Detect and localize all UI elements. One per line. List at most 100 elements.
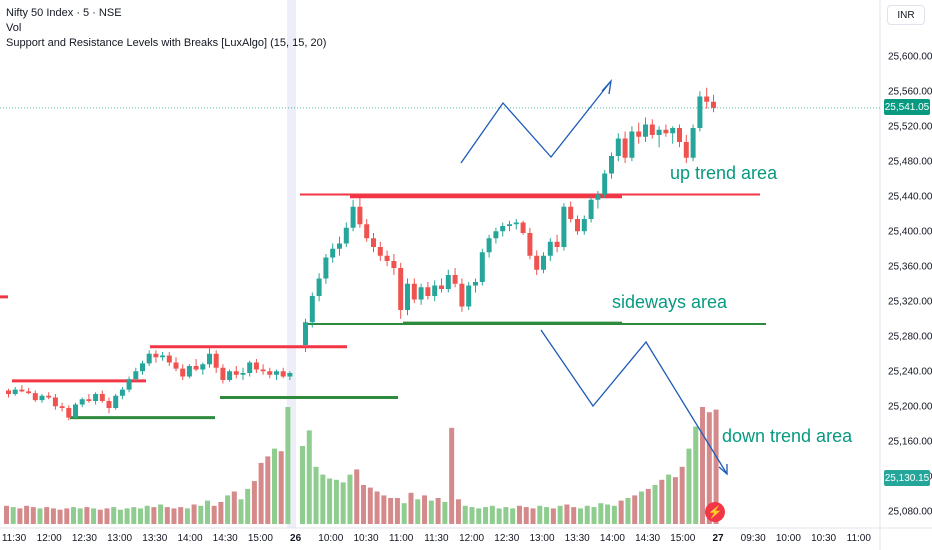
candle-body — [213, 353, 219, 368]
volume-bar — [354, 469, 360, 524]
volume-bar — [44, 507, 50, 524]
volume-bar — [327, 478, 333, 524]
candle-body — [513, 222, 519, 225]
candle-body — [371, 238, 376, 247]
volume-bar — [435, 498, 441, 524]
candle-body — [704, 96, 710, 102]
candle-body — [32, 393, 38, 401]
volume-bar — [591, 507, 597, 524]
x-tick-label: 14:00 — [600, 533, 625, 544]
volume-bar — [598, 503, 604, 524]
volume-bar — [361, 485, 367, 524]
volume-bar — [666, 474, 672, 524]
volume-bar — [611, 505, 617, 524]
volume-bar — [306, 430, 312, 524]
candle-body — [473, 282, 478, 286]
volume-bar — [408, 492, 414, 524]
candle-body — [39, 395, 45, 401]
candle-body — [507, 224, 512, 226]
volume-bar — [17, 508, 23, 524]
candle-body — [330, 248, 336, 258]
candle-body — [12, 389, 18, 394]
volume-bar — [131, 507, 137, 524]
candle-body — [534, 255, 540, 270]
candle-body — [398, 268, 404, 310]
currency-button[interactable]: INR — [887, 5, 925, 25]
candle-body — [260, 369, 266, 372]
last-price-tag: 25,541.05 — [884, 99, 930, 115]
candle-body — [66, 408, 72, 418]
candle-body — [561, 206, 567, 247]
volume-bar — [449, 427, 455, 524]
volume-bar — [37, 508, 43, 524]
volume-bar — [57, 509, 63, 524]
candle-body — [575, 219, 580, 232]
candle-body — [568, 206, 574, 219]
candle-body — [133, 371, 139, 380]
candle-body — [411, 283, 417, 300]
y-tick-label: 25,600.00 — [888, 51, 932, 62]
candle-body — [253, 362, 259, 370]
volume-bar — [584, 505, 590, 524]
candle-body — [677, 128, 682, 142]
y-tick-label: 25,080.00 — [888, 506, 932, 517]
volume-bar — [442, 501, 448, 524]
x-tick-label: 11:00 — [389, 533, 414, 544]
x-tick-label: 26 — [290, 533, 302, 544]
up-arrow-head — [601, 78, 612, 95]
candle-body — [656, 129, 662, 135]
volume-bar — [523, 507, 529, 524]
volume-bar — [4, 505, 9, 524]
volume-bar — [381, 495, 387, 524]
x-tick-label: 15:00 — [670, 533, 695, 544]
candle-body — [350, 206, 356, 228]
candle-body — [267, 371, 273, 375]
down-trend-label: down trend area — [722, 426, 853, 446]
volume-bar — [659, 479, 665, 524]
symbol-title[interactable]: Nifty 50 Index · 5 · NSE — [6, 7, 122, 19]
volume-bar — [24, 505, 30, 524]
candle-body — [193, 366, 199, 370]
volume-bar — [394, 498, 400, 524]
volume-bar — [171, 508, 177, 524]
volume-bar — [401, 503, 407, 524]
volume-bar — [706, 412, 712, 524]
x-tick-label: 13:30 — [142, 533, 167, 544]
candle-body — [588, 199, 594, 219]
candle-body — [19, 389, 25, 392]
x-tick-label: 10:30 — [811, 533, 836, 544]
volume-bar — [632, 495, 638, 524]
x-tick-label: 14:30 — [635, 533, 660, 544]
volume-bar — [313, 466, 319, 524]
candle-body — [233, 371, 239, 375]
volume-bar — [455, 499, 461, 524]
sr-indicator-label[interactable]: Support and Resistance Levels with Break… — [6, 37, 327, 49]
candle-body — [459, 283, 465, 307]
candle-body — [73, 404, 78, 418]
volume-bar — [84, 507, 90, 524]
volume-bar — [700, 407, 706, 524]
lightning-icon[interactable]: ⚡ — [705, 502, 725, 522]
volume-bar — [571, 507, 577, 524]
volume-indicator-label[interactable]: Vol — [6, 22, 22, 34]
candle-body — [615, 138, 621, 156]
volume-bar — [367, 487, 373, 524]
volume-bar — [713, 409, 719, 524]
candle-body — [541, 255, 546, 270]
volume-bar — [693, 426, 699, 524]
candle-body — [581, 219, 587, 232]
x-tick-label: 27 — [712, 533, 724, 544]
candle-body — [711, 101, 716, 108]
candle-body — [220, 367, 226, 380]
candle-body — [303, 322, 308, 345]
volume-bar — [510, 508, 516, 524]
volume-bar — [679, 466, 685, 524]
candle-body — [425, 287, 431, 296]
candle-body — [274, 371, 279, 375]
volume-bar — [285, 407, 291, 524]
volume-bar — [138, 508, 143, 524]
volume-bar — [300, 446, 305, 524]
volume-bar — [605, 504, 611, 524]
volume-bar — [557, 505, 563, 524]
